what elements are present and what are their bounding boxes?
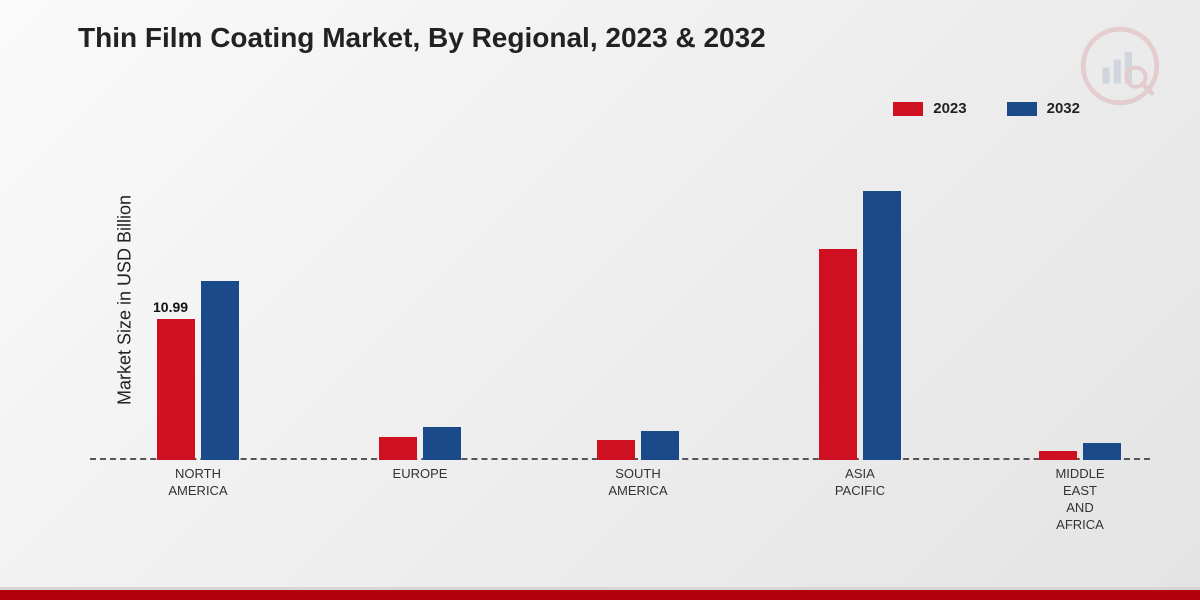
bar-group: [379, 427, 461, 460]
legend-label-2023: 2023: [933, 100, 966, 117]
bar-2023: [157, 319, 195, 460]
bar-group: [597, 431, 679, 460]
plot-area: 10.99: [90, 140, 1150, 460]
footer-bar: [0, 590, 1200, 600]
x-axis-category-label: SOUTH AMERICA: [608, 466, 667, 500]
bar-2032: [863, 191, 901, 460]
chart-title: Thin Film Coating Market, By Regional, 2…: [78, 22, 766, 54]
x-axis-labels: NORTH AMERICA EUROPE SOUTH AMERICA ASIA PAC…: [90, 466, 1150, 566]
x-axis-category-label: EUROPE: [393, 466, 448, 483]
bar-group: 10.99: [157, 281, 239, 460]
bar-2023: [379, 437, 417, 460]
bar-2023: [597, 440, 635, 460]
bar-2032: [641, 431, 679, 460]
bar-2032: [1083, 443, 1121, 460]
brand-watermark-icon: [1080, 26, 1160, 106]
bar-2023: [1039, 451, 1077, 460]
legend-swatch-2023: [893, 102, 923, 116]
legend-label-2032: 2032: [1047, 100, 1080, 117]
legend-item-2032: 2032: [1007, 100, 1080, 117]
x-axis-category-label: MIDDLE EAST AND AFRICA: [1055, 466, 1104, 534]
bar-2023: [819, 249, 857, 460]
bar-group: [1039, 443, 1121, 460]
legend-swatch-2032: [1007, 102, 1037, 116]
legend-item-2023: 2023: [893, 100, 966, 117]
legend: 2023 2032: [893, 100, 1080, 117]
x-axis-category-label: ASIA PACIFIC: [835, 466, 885, 500]
bar-value-label: 10.99: [153, 299, 188, 315]
bar-group: [819, 191, 901, 460]
bar-2032: [423, 427, 461, 460]
x-axis-category-label: NORTH AMERICA: [168, 466, 227, 500]
bar-2032: [201, 281, 239, 460]
